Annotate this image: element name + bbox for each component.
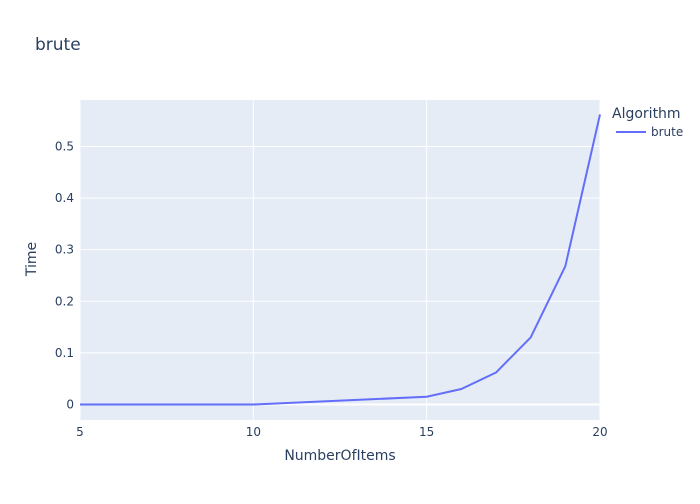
legend-title: Algorithm	[612, 106, 681, 122]
y-tick-label: 0.2	[55, 294, 74, 308]
y-tick-label: 0.3	[55, 243, 74, 257]
series-line-brute	[80, 114, 601, 406]
chart-title: brute	[35, 35, 81, 55]
y-axis-title: Time	[24, 242, 40, 277]
x-tick-label: 15	[419, 425, 434, 439]
y-axis-ticks: 0 0.1 0.2 0.3 0.4 0.5	[55, 139, 74, 411]
y-tick-label: 0	[66, 398, 74, 412]
x-axis-title: NumberOfItems	[284, 448, 395, 464]
legend-items: brute	[616, 125, 683, 139]
plot-area	[80, 100, 600, 420]
x-tick-label: 10	[246, 425, 261, 439]
x-axis-ticks: 5 10 15 20	[76, 425, 607, 439]
y-tick-label: 0.5	[55, 139, 74, 153]
legend: Algorithm brute	[612, 106, 683, 139]
x-tick-label: 5	[76, 425, 84, 439]
y-tick-label: 0.1	[55, 346, 74, 360]
y-tick-label: 0.4	[55, 191, 74, 205]
series-layer	[80, 114, 601, 406]
legend-label-brute: brute	[651, 125, 683, 139]
x-tick-label: 20	[592, 425, 607, 439]
